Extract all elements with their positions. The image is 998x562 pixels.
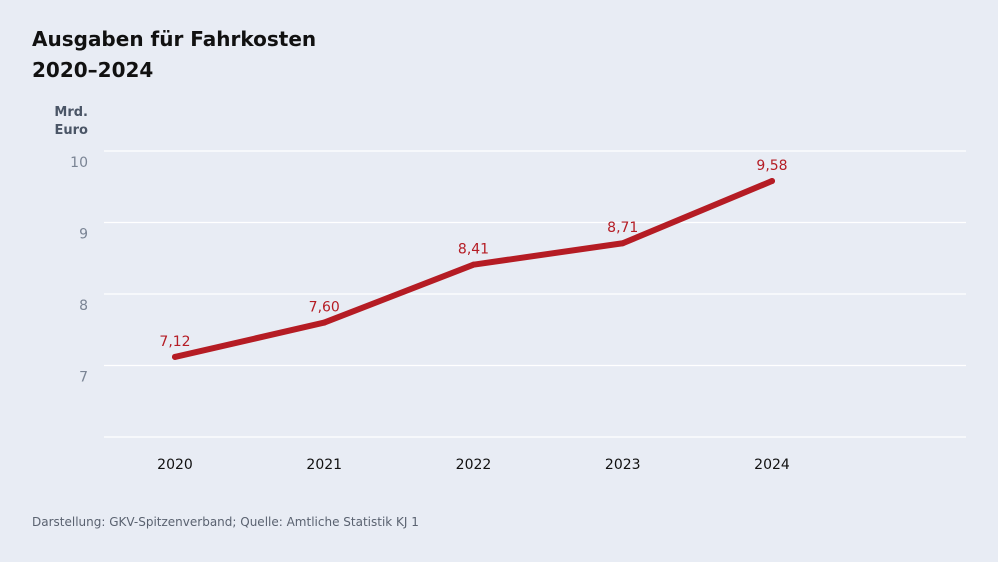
data-point bbox=[470, 261, 477, 268]
chart-title-line2: 2020–2024 bbox=[32, 58, 154, 82]
y-axis-unit-label: Mrd. Euro bbox=[32, 104, 88, 140]
y-axis-unit-line1: Mrd. bbox=[54, 105, 88, 120]
y-tick-label: 10 bbox=[70, 155, 88, 171]
data-label: 9,58 bbox=[756, 158, 787, 174]
series-line bbox=[172, 178, 775, 360]
data-labels: 7,12 7,60 8,41 8,71 9,58 bbox=[159, 158, 787, 350]
x-tick-label: 2024 bbox=[754, 457, 790, 473]
gridlines bbox=[104, 150, 966, 438]
chart-title: Ausgaben für Fahrkosten 2020–2024 bbox=[32, 24, 316, 86]
x-tick-label: 2021 bbox=[306, 457, 342, 473]
data-point bbox=[619, 240, 626, 247]
y-tick-label: 8 bbox=[79, 298, 88, 314]
data-point bbox=[172, 353, 178, 360]
x-tick-label: 2022 bbox=[456, 457, 492, 473]
data-label: 8,71 bbox=[607, 220, 638, 236]
x-axis-ticks: 2020 2021 2022 2023 2024 bbox=[157, 457, 790, 473]
source-note: Darstellung: GKV-Spitzenverband; Quelle:… bbox=[32, 515, 419, 529]
y-tick-label: 9 bbox=[79, 227, 88, 243]
x-tick-label: 2023 bbox=[605, 457, 641, 473]
data-point bbox=[321, 319, 328, 326]
data-point bbox=[769, 178, 775, 185]
series-line-group bbox=[172, 178, 775, 360]
chart-title-line1: Ausgaben für Fahrkosten bbox=[32, 27, 317, 51]
data-label: 8,41 bbox=[458, 242, 489, 258]
y-tick-label: 7 bbox=[79, 370, 88, 386]
y-axis-unit-line2: Euro bbox=[54, 123, 88, 138]
x-tick-label: 2020 bbox=[157, 457, 193, 473]
data-label: 7,60 bbox=[309, 300, 340, 316]
data-label: 7,12 bbox=[159, 334, 190, 350]
y-axis-ticks: 7 8 9 10 bbox=[70, 155, 88, 386]
